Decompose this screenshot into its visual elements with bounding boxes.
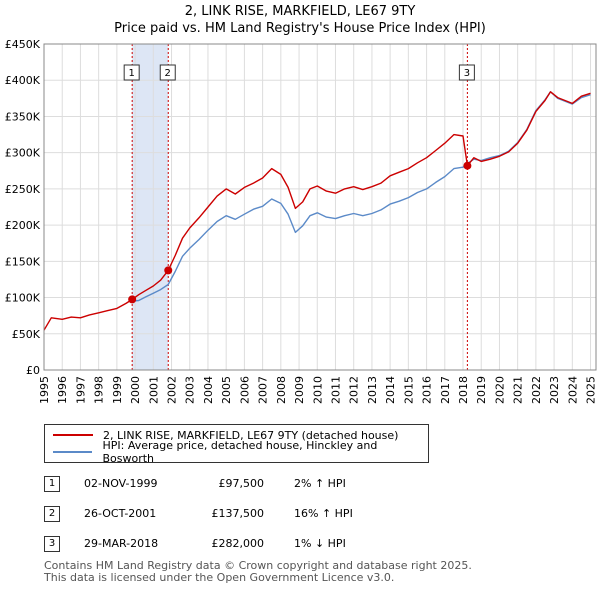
price-chart: £0 £50K £100K £150K £200K £250K £300K £350K £400… <box>5 38 598 404</box>
chart-legend: 2, LINK RISE, MARKFIELD, LE67 9TY (detac… <box>44 424 429 465</box>
sale-price: £137,500 <box>211 507 265 520</box>
chart-title: 2, LINK RISE, MARKFIELD, LE67 9TY <box>184 4 416 19</box>
y-tick-label: £400K <box>5 74 41 87</box>
x-tick-label: 2019 <box>475 376 488 404</box>
sale-number-badge: 2 <box>44 506 60 522</box>
sale-point <box>164 266 173 275</box>
sale-number-badge: 3 <box>44 536 60 552</box>
x-tick-label: 2006 <box>238 376 251 404</box>
x-tick-label: 2009 <box>293 376 306 404</box>
x-tick-label: 2005 <box>220 376 233 404</box>
x-tick-label: 2013 <box>366 376 379 404</box>
sale-row: 1 02-NOV-1999 £97,500 2% ↑ HPI <box>44 472 464 502</box>
sale-marker-box <box>458 64 475 81</box>
sale-marker-label: 1 <box>128 68 134 79</box>
sale-row: 3 29-MAR-2018 £282,000 1% ↓ HPI <box>44 532 464 562</box>
x-tick-label: 2023 <box>548 376 561 404</box>
x-tick-label: 2015 <box>402 376 415 404</box>
legend-item-hpi: HPI: Average price, detached house, Hinc… <box>53 439 428 465</box>
sale-date: 02-NOV-1999 <box>84 477 158 490</box>
y-tick-label: £0 <box>26 364 40 377</box>
y-tick-label: £300K <box>5 147 41 160</box>
legend-label-hpi: HPI: Average price, detached house, Hinc… <box>102 439 378 465</box>
plot-area <box>44 44 596 370</box>
x-tick-label: 2000 <box>129 376 142 404</box>
y-tick-label: £150K <box>5 255 41 268</box>
legend-swatch-property <box>53 434 93 436</box>
sale-price: £97,500 <box>218 477 265 490</box>
x-tick-label: 2016 <box>421 376 434 404</box>
x-tick-label: 2025 <box>585 376 598 404</box>
x-tick-label: 1999 <box>111 376 124 404</box>
x-tick-label: 2008 <box>275 376 288 404</box>
footer-line-2: This data is licensed under the Open Gov… <box>44 571 395 584</box>
sale-point <box>463 161 472 170</box>
x-tick-label: 2007 <box>257 376 270 404</box>
chart-subtitle: Price paid vs. HM Land Registry's House … <box>114 21 486 36</box>
ownership-period-shade <box>132 44 169 370</box>
y-tick-label: £200K <box>5 219 41 232</box>
sales-table: 1 02-NOV-1999 £97,500 2% ↑ HPI 2 26-OCT-… <box>44 472 464 562</box>
x-tick-label: 2017 <box>439 376 452 404</box>
x-tick-label: 2014 <box>384 376 397 404</box>
sale-hpi-diff: 2% ↑ HPI <box>294 477 346 490</box>
legend-label-property: 2, LINK RISE, MARKFIELD, LE67 9TY (detac… <box>103 428 399 442</box>
sale-marker-box <box>123 64 140 81</box>
legend-item-property: 2, LINK RISE, MARKFIELD, LE67 9TY (detac… <box>53 428 398 442</box>
x-tick-label: 2001 <box>147 376 160 404</box>
x-tick-label: 2020 <box>493 376 506 404</box>
sale-marker-box <box>159 64 176 81</box>
sale-date: 26-OCT-2001 <box>84 507 157 520</box>
y-tick-label: £450K <box>5 38 41 51</box>
footer-line-1: Contains HM Land Registry data © Crown c… <box>44 559 472 572</box>
x-tick-label: 2010 <box>311 376 324 404</box>
x-tick-label: 2021 <box>512 376 525 404</box>
sale-marker-label: 2 <box>165 68 171 79</box>
sale-point <box>128 295 137 304</box>
x-tick-label: 2018 <box>457 376 470 404</box>
x-tick-label: 2022 <box>530 376 543 404</box>
x-tick-label: 1996 <box>56 376 69 404</box>
x-tick-label: 2012 <box>348 376 361 404</box>
x-tick-label: 2011 <box>329 376 342 404</box>
y-tick-label: £100K <box>5 292 41 305</box>
sale-hpi-diff: 16% ↑ HPI <box>294 507 353 520</box>
legend-swatch-hpi <box>53 451 93 453</box>
x-tick-label: 2004 <box>202 376 215 404</box>
sale-number-badge: 1 <box>44 476 60 492</box>
x-tick-label: 2024 <box>566 376 579 404</box>
x-tick-label: 1995 <box>38 376 51 404</box>
y-tick-label: £350K <box>5 110 41 123</box>
footer-attribution: Contains HM Land Registry data © Crown c… <box>44 560 472 584</box>
sale-marker-label: 3 <box>464 68 470 79</box>
y-tick-label: £50K <box>12 328 41 341</box>
x-tick-label: 2003 <box>184 376 197 404</box>
sale-hpi-diff: 1% ↓ HPI <box>294 537 346 550</box>
x-tick-label: 2002 <box>166 376 179 404</box>
y-tick-label: £250K <box>5 183 41 196</box>
x-tick-label: 1997 <box>74 376 87 404</box>
sale-price: £282,000 <box>211 537 265 550</box>
x-tick-label: 1998 <box>93 376 106 404</box>
property-price-line <box>43 91 591 331</box>
plot-frame <box>43 43 597 371</box>
sale-date: 29-MAR-2018 <box>84 537 159 550</box>
sale-row: 2 26-OCT-2001 £137,500 16% ↑ HPI <box>44 502 464 532</box>
